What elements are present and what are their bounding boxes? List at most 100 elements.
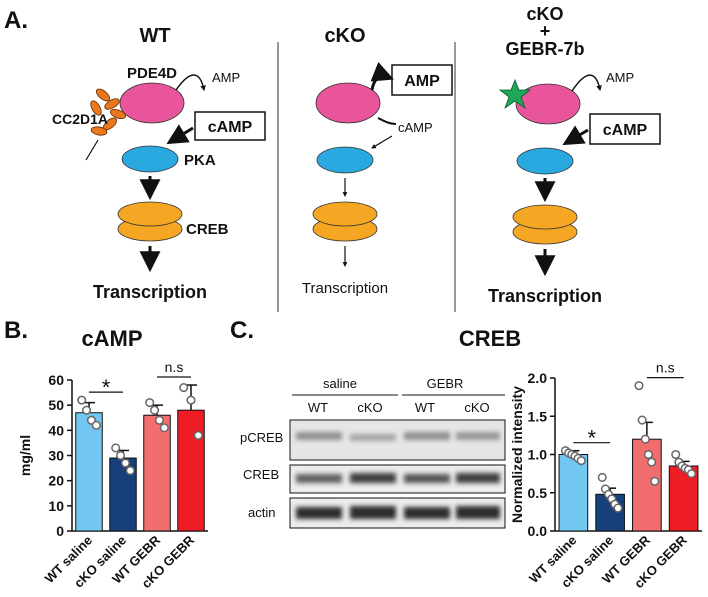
- y-tick-label: 10: [48, 498, 64, 514]
- kinase-label: PKA: [184, 152, 216, 169]
- y-tick-label: 1.5: [528, 408, 548, 424]
- data-point: [597, 472, 607, 483]
- data-point: [193, 430, 203, 440]
- data-point: [576, 456, 586, 466]
- lane-label: WT: [308, 400, 328, 415]
- substrate-label: cAMP: [208, 119, 253, 136]
- data-point: [91, 420, 101, 430]
- group-label: saline: [323, 376, 357, 391]
- row-label: pCREB: [240, 430, 283, 445]
- pka: [121, 145, 179, 173]
- amp-box: [391, 64, 453, 96]
- chart-title: cAMP: [81, 326, 142, 351]
- factor-label: CREB: [186, 221, 229, 238]
- bar: [558, 454, 589, 532]
- arrow: [371, 135, 393, 149]
- data-point: [77, 395, 87, 405]
- y-tick-label: 0.0: [528, 523, 548, 539]
- y-tick-label: 1.0: [528, 447, 548, 463]
- y-tick-label: 60: [48, 372, 64, 388]
- bar: [75, 412, 103, 532]
- data-point: [634, 381, 644, 391]
- chart-title: CREB: [459, 326, 521, 351]
- data-point: [116, 450, 126, 461]
- y-axis-label: Normalized intensity: [509, 386, 525, 523]
- arrow: [562, 125, 589, 146]
- lane-label: cKO: [464, 400, 489, 415]
- y-tick-label: 30: [48, 448, 64, 464]
- data-point: [150, 405, 160, 415]
- cc2d1a: [90, 88, 127, 136]
- data-point: [82, 405, 92, 415]
- data-point: [650, 476, 660, 486]
- significance-label: *: [587, 426, 596, 451]
- y-tick-label: 40: [48, 422, 64, 438]
- data-point: [179, 383, 189, 393]
- data-point: [686, 469, 697, 479]
- column-title: +: [540, 21, 551, 41]
- data-point: [643, 449, 654, 460]
- arrow: [377, 117, 397, 125]
- enzyme-label: PDE4D: [127, 65, 177, 82]
- substrate-label: cAMP: [398, 120, 433, 135]
- data-point: [637, 415, 647, 425]
- pde4d: [119, 82, 185, 124]
- significance-label: n.s: [656, 360, 675, 376]
- camp-box: [589, 113, 661, 145]
- bar: [109, 457, 137, 532]
- y-tick-label: 0.5: [528, 485, 548, 501]
- creb: [117, 201, 183, 227]
- arrow: [571, 74, 602, 92]
- group-label: GEBR: [427, 376, 464, 391]
- data-point: [111, 443, 121, 453]
- product-label: AMP: [212, 70, 240, 85]
- output-label: Transcription: [488, 286, 602, 306]
- y-tick-label: 2.0: [528, 370, 548, 386]
- bar: [177, 409, 205, 532]
- pka: [316, 146, 374, 174]
- data-point: [120, 458, 130, 468]
- panel-label: C.: [230, 317, 254, 344]
- y-tick-label: 0: [56, 523, 64, 539]
- pka: [516, 147, 574, 175]
- data-point: [186, 395, 196, 405]
- pde4d: [315, 82, 381, 124]
- gebr-star: [498, 78, 532, 110]
- lane-label: cKO: [357, 400, 382, 415]
- y-tick-label: 20: [48, 473, 64, 489]
- creb: [312, 201, 378, 227]
- output-label: Transcription: [93, 282, 207, 302]
- product-label: AMP: [404, 73, 440, 90]
- column-title: WT: [139, 25, 170, 47]
- data-point: [145, 398, 155, 408]
- bar: [143, 414, 171, 532]
- y-axis-label: mg/ml: [17, 435, 33, 476]
- row-label: actin: [248, 505, 275, 520]
- substrate-label: cAMP: [603, 122, 648, 139]
- camp-box: [194, 111, 266, 141]
- panel-label: A.: [4, 7, 28, 34]
- arrow: [175, 74, 206, 92]
- tether: [85, 139, 99, 161]
- significance-label: n.s: [165, 359, 184, 375]
- output-label: Transcription: [302, 280, 388, 297]
- data-point: [647, 457, 657, 467]
- column-title: cKO: [324, 25, 365, 47]
- anchor-label: CC2D1A: [52, 111, 108, 127]
- creb: [512, 204, 578, 230]
- data-point: [640, 434, 650, 444]
- data-point: [671, 449, 681, 460]
- column-title: GEBR-7b: [505, 39, 584, 59]
- lane-label: WT: [415, 400, 435, 415]
- pde4d: [515, 83, 581, 125]
- data-point: [125, 466, 135, 476]
- blot-image: [289, 419, 506, 529]
- column-title: cKO: [526, 4, 563, 24]
- significance-label: *: [102, 375, 111, 400]
- arrow: [166, 124, 194, 145]
- data-point: [159, 423, 169, 433]
- data-point: [154, 415, 164, 425]
- arrow: [370, 62, 394, 91]
